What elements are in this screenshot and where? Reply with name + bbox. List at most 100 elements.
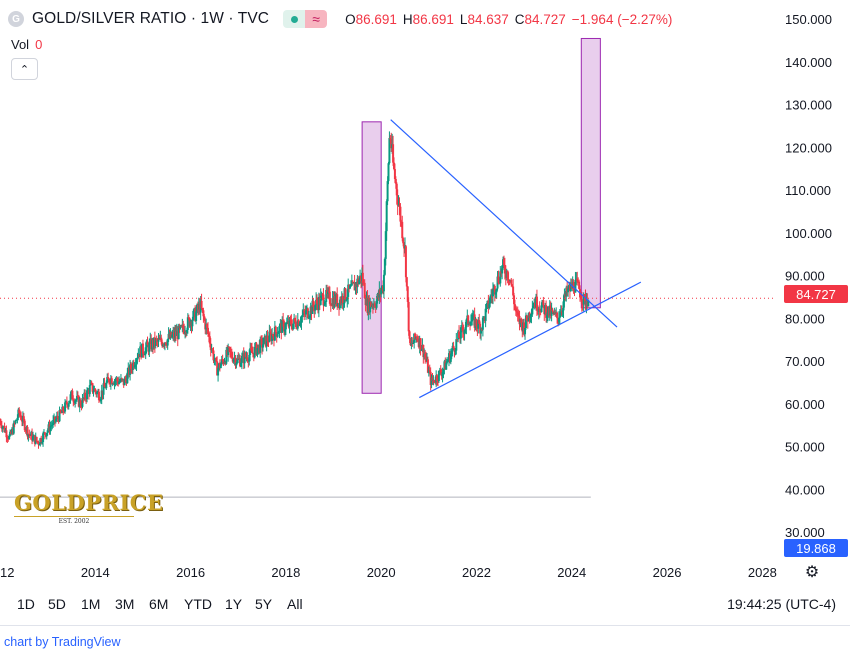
candle-body-522 — [477, 320, 480, 329]
candle-body-551 — [503, 264, 506, 274]
candle-body-575 — [525, 315, 528, 321]
timeframe-6m[interactable]: 6M — [149, 596, 169, 612]
timeframe-5y[interactable]: 5Y — [255, 596, 273, 612]
candle-body-483 — [441, 372, 444, 377]
candle-body-481 — [439, 370, 442, 374]
candle-body-516 — [471, 314, 474, 320]
candle-body-264 — [240, 355, 243, 363]
candle-body-322 — [294, 318, 297, 322]
candle-body-565 — [516, 312, 519, 316]
candle-body-316 — [288, 318, 291, 327]
candle-body-8 — [6, 437, 9, 439]
candle-body-638 — [583, 294, 586, 297]
status-badges[interactable]: ≈ — [283, 10, 328, 28]
candle-body-278 — [253, 347, 256, 358]
candle-body-131 — [119, 381, 122, 383]
candle-body-374 — [341, 296, 344, 304]
collapse-legend-button[interactable]: ⌃ — [11, 58, 38, 80]
candle-body-42 — [37, 442, 40, 445]
candle-body-484 — [442, 369, 445, 373]
goldprice-watermark: GOLDPRICE EST. 2002 — [14, 490, 163, 525]
candle-body-360 — [328, 291, 331, 304]
candle-body-43 — [38, 444, 41, 446]
candle-body-427 — [390, 139, 393, 149]
candle-body-313 — [285, 322, 288, 324]
candle-body-272 — [248, 354, 251, 362]
candle-body-328 — [299, 322, 302, 324]
symbol-title[interactable]: GOLD/SILVER RATIO · 1W · TVC — [32, 10, 270, 27]
candle-body-93 — [84, 392, 87, 399]
candle-body-396 — [361, 272, 364, 283]
candle-body-477 — [436, 375, 439, 381]
candle-body-163 — [148, 342, 151, 352]
clock-timezone[interactable]: 19:44:25 (UTC-4) — [727, 596, 836, 612]
candle-body-52 — [46, 430, 49, 433]
candle-body-214 — [195, 311, 198, 321]
tradingview-credit-link[interactable]: chart by TradingView — [4, 635, 121, 649]
candle-body-268 — [244, 353, 247, 358]
candle-body-204 — [185, 329, 188, 333]
low-label: L — [459, 11, 468, 27]
candle-body-331 — [302, 310, 305, 316]
candle-body-161 — [146, 341, 149, 345]
candle-body-580 — [530, 314, 533, 316]
candle-body-5 — [3, 426, 6, 433]
candle-body-84 — [75, 395, 78, 400]
candle-body-436 — [398, 205, 401, 207]
candle-body-535 — [489, 296, 492, 304]
candle-body-499 — [456, 339, 459, 341]
candle-body-101 — [91, 383, 94, 392]
candle-body-148 — [134, 364, 137, 366]
candle-body-611 — [558, 316, 561, 318]
candle-body-40 — [35, 436, 38, 442]
timeframe-ytd[interactable]: YTD — [184, 596, 212, 612]
candle-body-632 — [578, 281, 581, 289]
candle-body-358 — [327, 291, 330, 295]
candle-body-487 — [445, 362, 448, 370]
chart-area[interactable]: 150.000 140.000 130.000 120.000 110.000 100.0… — [0, 0, 850, 590]
candle-body-90 — [81, 398, 84, 407]
candle-body-382 — [349, 285, 352, 289]
candle-body-318 — [290, 320, 293, 326]
candle-body-405 — [370, 301, 373, 307]
candle-body-323 — [294, 321, 297, 328]
candle-body-117 — [106, 377, 109, 383]
candle-body-523 — [478, 320, 481, 324]
candle-body-119 — [108, 378, 111, 383]
candle-body-15 — [12, 422, 15, 434]
gear-icon[interactable]: ⚙ — [804, 564, 820, 581]
volume-legend[interactable]: Vol 0 — [11, 37, 42, 52]
candle-body-270 — [246, 357, 249, 361]
candle-body-263 — [239, 362, 242, 367]
candle-body-377 — [344, 288, 347, 301]
candle-body-449 — [410, 342, 413, 346]
x-tick-label: 2014 — [81, 565, 110, 580]
candle-body-546 — [499, 271, 502, 284]
candle-body-22 — [19, 412, 22, 416]
timeframe-5d[interactable]: 5D — [48, 596, 66, 612]
candle-body-250 — [228, 346, 231, 348]
timeframe-all[interactable]: All — [287, 596, 303, 612]
candle-body-233 — [212, 350, 215, 361]
timeframe-1y[interactable]: 1Y — [225, 596, 243, 612]
candle-body-586 — [535, 296, 538, 311]
timeframe-3m[interactable]: 3M — [115, 596, 135, 612]
candle-body-32 — [28, 434, 31, 436]
candle-body-379 — [346, 296, 349, 300]
candle-body-327 — [298, 323, 301, 326]
candle-body-130 — [118, 381, 121, 384]
y-tick-label: 120.000 — [785, 140, 832, 155]
candle-body-95 — [86, 390, 89, 400]
candle-body-455 — [415, 337, 418, 339]
candle-body-380 — [347, 284, 350, 297]
candle-body-429 — [392, 144, 395, 163]
timeframe-1d[interactable]: 1D — [17, 596, 35, 612]
candle-body-439 — [401, 221, 404, 239]
price-chart[interactable]: 150.000 140.000 130.000 120.000 110.000 100.0… — [0, 0, 850, 590]
candle-body-612 — [559, 311, 562, 317]
candle-body-534 — [488, 303, 491, 308]
candle-body-187 — [170, 331, 173, 338]
timeframe-1m[interactable]: 1M — [81, 596, 101, 612]
candle-body-309 — [282, 319, 285, 322]
candle-body-409 — [373, 303, 376, 307]
